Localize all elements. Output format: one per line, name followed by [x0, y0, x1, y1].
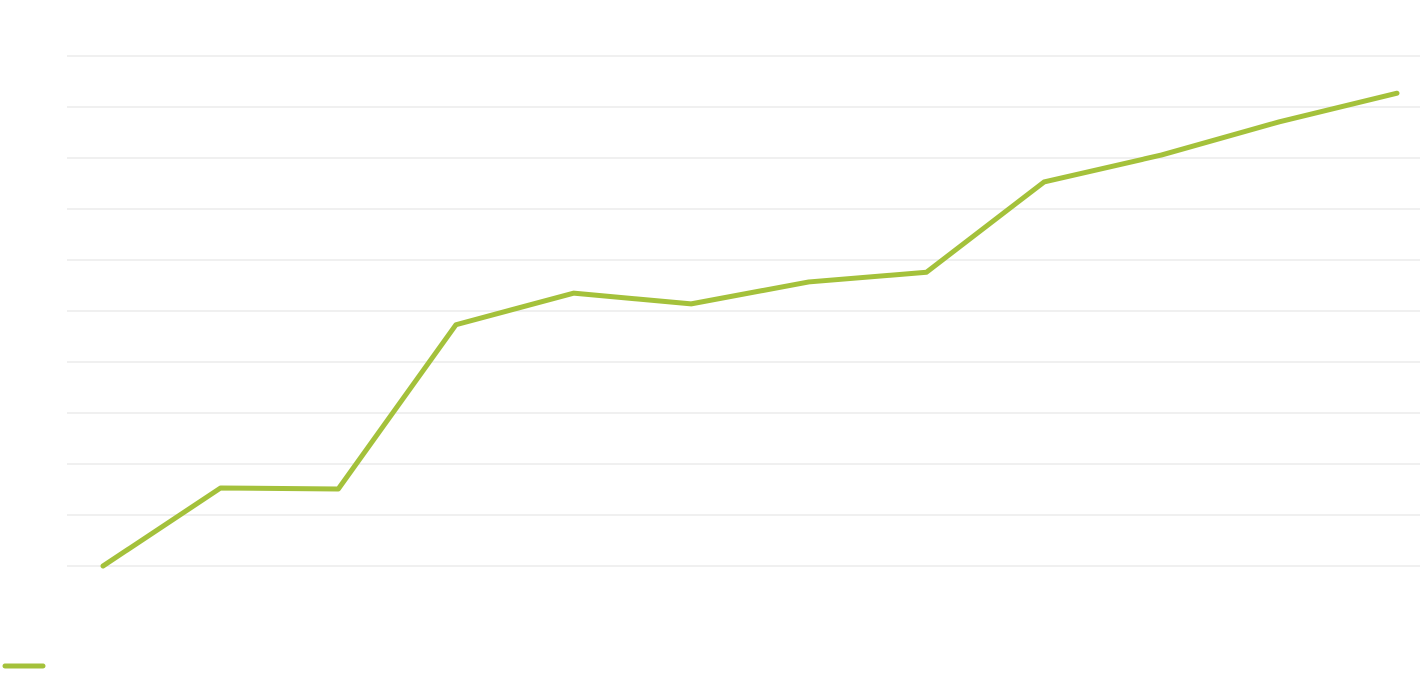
data-line	[100, 90, 1400, 569]
